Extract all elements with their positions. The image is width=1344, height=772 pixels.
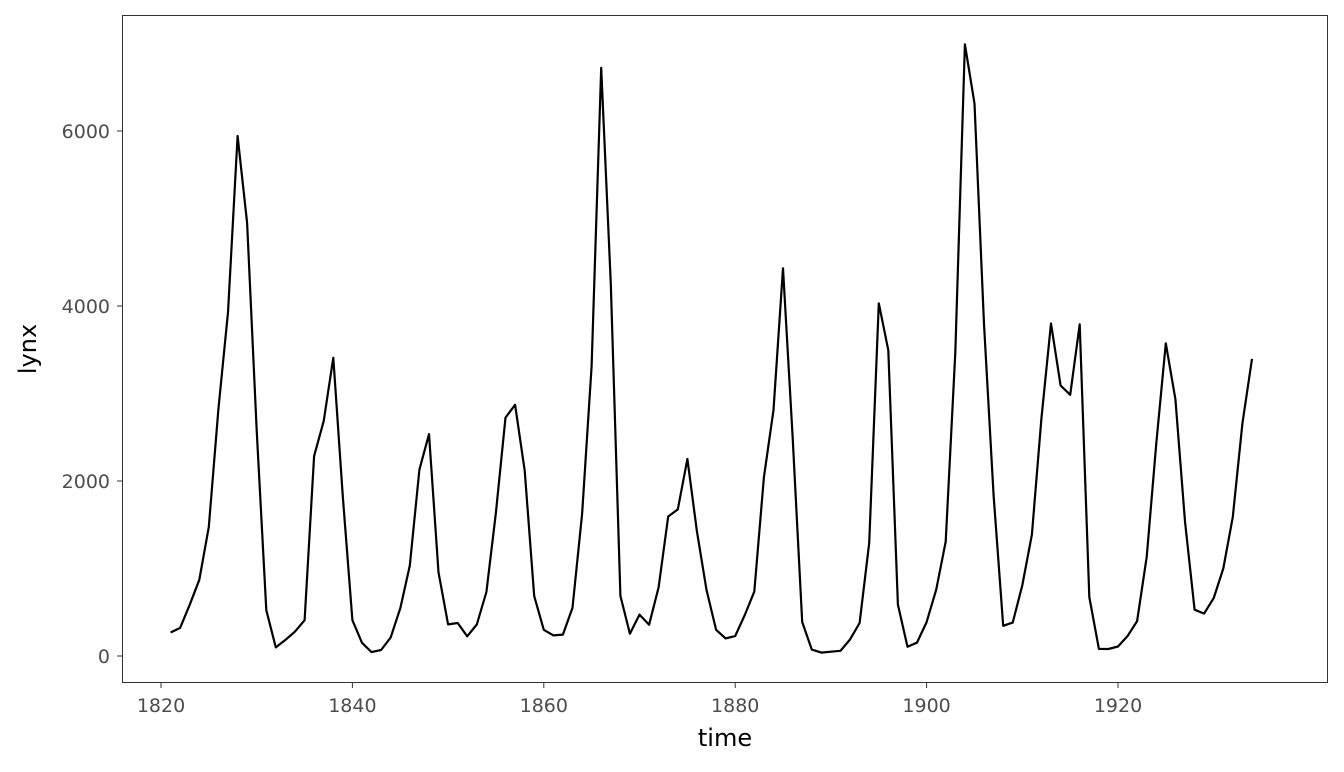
y-tick-label: 2000 <box>62 471 110 493</box>
y-tick-label: 6000 <box>62 121 110 143</box>
x-tick-label: 1840 <box>328 695 376 717</box>
x-tick-label: 1860 <box>520 695 568 717</box>
lynx-series-line <box>170 43 1254 654</box>
y-tick-label: 4000 <box>62 296 110 318</box>
plot-panel <box>122 15 1328 683</box>
y-tick-label: 0 <box>98 646 110 668</box>
y-axis-title: lynx <box>14 324 42 374</box>
x-axis-title: time <box>698 724 752 752</box>
x-tick-label: 1820 <box>137 695 185 717</box>
x-tick-label: 1900 <box>902 695 950 717</box>
x-tick-label: 1880 <box>711 695 759 717</box>
x-tick-label: 1920 <box>1094 695 1142 717</box>
